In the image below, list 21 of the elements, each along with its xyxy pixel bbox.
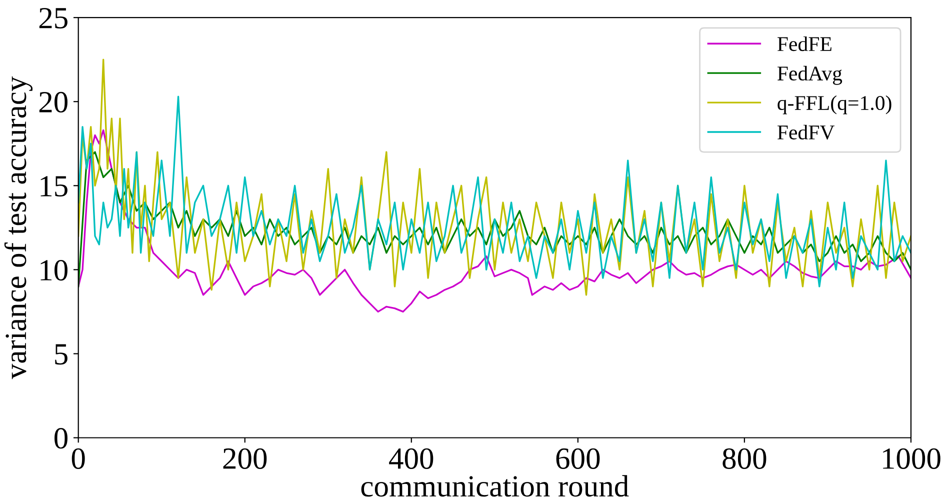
y-axis-title: variance of test accuracy: [4, 76, 33, 380]
x-axis-title: communication round: [361, 475, 629, 497]
y-tick-label: 25: [39, 8, 68, 28]
y-tick-label: 5: [55, 344, 68, 365]
y-tick-label: 20: [39, 92, 68, 113]
y-tick-label: 0: [54, 428, 68, 449]
line-series: [78, 151, 911, 288]
y-tick-label: 10: [40, 260, 68, 281]
x-tick-label: 400: [389, 448, 434, 469]
x-tick-label: 1000: [883, 448, 940, 469]
line-series: [78, 58, 911, 296]
y-tick-label: 15: [40, 176, 68, 197]
legend-label: FedFE: [777, 36, 832, 52]
x-tick-label: 200: [223, 448, 267, 469]
x-tick-label: 0: [72, 448, 85, 469]
x-tick-label: 800: [722, 448, 766, 469]
legend-label: FedAvg: [777, 66, 842, 85]
legend-label: q-FFL(q=1.0): [778, 95, 892, 114]
line-series: [78, 96, 911, 288]
legend-label: FedFV: [777, 124, 835, 140]
x-tick-label: 600: [556, 448, 600, 469]
